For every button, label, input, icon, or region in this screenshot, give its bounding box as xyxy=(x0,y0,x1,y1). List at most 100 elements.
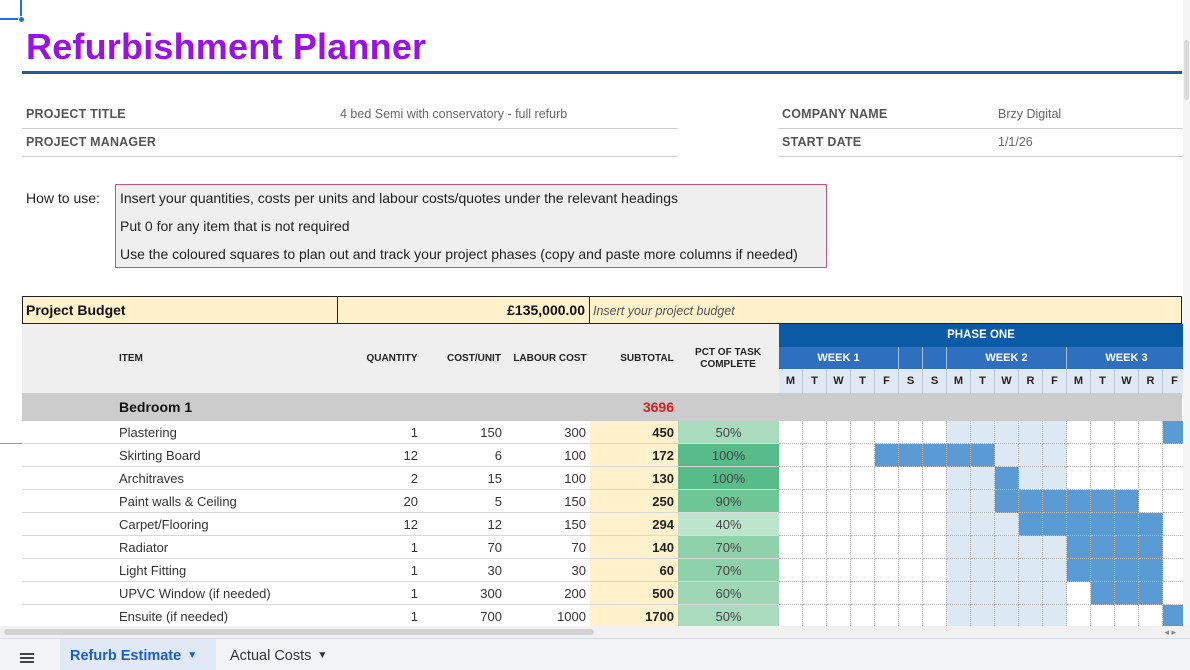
gantt-cell[interactable] xyxy=(851,559,875,582)
gantt-cell[interactable] xyxy=(971,582,995,605)
gantt-cell[interactable] xyxy=(827,582,851,605)
gantt-cell[interactable] xyxy=(1019,444,1043,467)
labour-cost-cell[interactable]: 1000 xyxy=(557,609,586,624)
gantt-cell[interactable] xyxy=(971,444,995,467)
cost-unit-cell[interactable]: 12 xyxy=(487,517,502,532)
gantt-cell[interactable] xyxy=(1115,582,1139,605)
selection-handle[interactable] xyxy=(18,16,25,23)
gantt-cell[interactable] xyxy=(1019,582,1043,605)
gantt-cell[interactable] xyxy=(875,467,899,490)
gantt-cell[interactable] xyxy=(1067,467,1091,490)
chevron-down-icon[interactable]: ▼ xyxy=(317,650,328,662)
gantt-cell[interactable] xyxy=(995,490,1019,513)
pct-complete-cell[interactable]: 50% xyxy=(678,421,779,444)
gantt-cell[interactable] xyxy=(923,582,947,605)
gantt-cell[interactable] xyxy=(1043,559,1067,582)
gantt-cell[interactable] xyxy=(923,467,947,490)
project-title-value[interactable]: 4 bed Semi with conservatory - full refu… xyxy=(340,107,568,121)
gantt-cell[interactable] xyxy=(851,582,875,605)
gantt-cell[interactable] xyxy=(875,490,899,513)
tab-actual-costs[interactable]: Actual Costs ▼ xyxy=(220,639,337,670)
scroll-arrows-icon[interactable]: ◂ ▸ xyxy=(1164,627,1176,637)
gantt-cell[interactable] xyxy=(1043,582,1067,605)
gantt-cell[interactable] xyxy=(875,605,899,628)
pct-complete-cell[interactable]: 50% xyxy=(678,605,779,628)
gantt-cell[interactable] xyxy=(971,559,995,582)
gantt-cell[interactable] xyxy=(1139,559,1163,582)
labour-cost-cell[interactable]: 150 xyxy=(564,494,586,509)
gantt-cell[interactable] xyxy=(995,513,1019,536)
gantt-cell[interactable] xyxy=(899,490,923,513)
pct-complete-cell[interactable]: 70% xyxy=(678,559,779,582)
gantt-cell[interactable] xyxy=(899,605,923,628)
pct-complete-cell[interactable]: 70% xyxy=(678,536,779,559)
gantt-cell[interactable] xyxy=(803,605,827,628)
pct-complete-cell[interactable]: 90% xyxy=(678,490,779,513)
subtotal-cell[interactable]: 1700 xyxy=(590,605,678,628)
gantt-cell[interactable] xyxy=(1067,536,1091,559)
gantt-cell[interactable] xyxy=(1115,536,1139,559)
cost-unit-cell[interactable]: 150 xyxy=(480,425,502,440)
item-cell[interactable]: Ensuite (if needed) xyxy=(119,609,229,624)
pct-complete-cell[interactable]: 100% xyxy=(678,467,779,490)
gantt-cell[interactable] xyxy=(971,536,995,559)
gantt-cell[interactable] xyxy=(947,513,971,536)
gantt-cell[interactable] xyxy=(1091,444,1115,467)
gantt-cell[interactable] xyxy=(1067,513,1091,536)
labour-cost-cell[interactable]: 70 xyxy=(571,540,586,555)
gantt-cell[interactable] xyxy=(851,467,875,490)
gantt-cell[interactable] xyxy=(803,513,827,536)
gantt-cell[interactable] xyxy=(1091,605,1115,628)
gantt-cell[interactable] xyxy=(1115,490,1139,513)
labour-cost-cell[interactable]: 100 xyxy=(564,471,586,486)
tab-refurb-estimate[interactable]: Refurb Estimate ▼ xyxy=(60,639,216,670)
gantt-cell[interactable] xyxy=(1043,467,1067,490)
gantt-cell[interactable] xyxy=(851,444,875,467)
gantt-cell[interactable] xyxy=(971,421,995,444)
gantt-cell[interactable] xyxy=(827,605,851,628)
gantt-cell[interactable] xyxy=(827,467,851,490)
gantt-cell[interactable] xyxy=(1043,490,1067,513)
gantt-cell[interactable] xyxy=(803,490,827,513)
gantt-cell[interactable] xyxy=(1043,605,1067,628)
gantt-cell[interactable] xyxy=(899,467,923,490)
gantt-cell[interactable] xyxy=(875,582,899,605)
gantt-cell[interactable] xyxy=(1091,467,1115,490)
gantt-cell[interactable] xyxy=(995,582,1019,605)
gantt-cell[interactable] xyxy=(803,467,827,490)
labour-cost-cell[interactable]: 150 xyxy=(564,517,586,532)
quantity-cell[interactable]: 1 xyxy=(410,586,418,601)
gantt-cell[interactable] xyxy=(1115,605,1139,628)
gantt-cell[interactable] xyxy=(1019,605,1043,628)
gantt-cell[interactable] xyxy=(1139,582,1163,605)
gantt-cell[interactable] xyxy=(1091,421,1115,444)
gantt-cell[interactable] xyxy=(1139,513,1163,536)
gantt-cell[interactable] xyxy=(851,536,875,559)
item-cell[interactable]: UPVC Window (if needed) xyxy=(119,586,271,601)
gantt-cell[interactable] xyxy=(1139,605,1163,628)
gantt-cell[interactable] xyxy=(1067,490,1091,513)
cost-unit-cell[interactable]: 300 xyxy=(480,586,502,601)
gantt-cell[interactable] xyxy=(779,582,803,605)
gantt-cell[interactable] xyxy=(827,421,851,444)
cost-unit-cell[interactable]: 700 xyxy=(480,609,502,624)
gantt-cell[interactable] xyxy=(1043,421,1067,444)
gantt-cell[interactable] xyxy=(1091,536,1115,559)
gantt-cell[interactable] xyxy=(779,605,803,628)
gantt-cell[interactable] xyxy=(1115,421,1139,444)
gantt-cell[interactable] xyxy=(1043,536,1067,559)
cost-unit-cell[interactable]: 30 xyxy=(487,563,502,578)
gantt-cell[interactable] xyxy=(779,490,803,513)
horizontal-scroll-thumb[interactable] xyxy=(4,629,594,635)
gantt-cell[interactable] xyxy=(827,559,851,582)
subtotal-cell[interactable]: 450 xyxy=(590,421,678,444)
item-cell[interactable]: Architraves xyxy=(119,471,185,486)
gantt-cell[interactable] xyxy=(1139,421,1163,444)
gantt-cell[interactable] xyxy=(899,582,923,605)
gantt-cell[interactable] xyxy=(899,421,923,444)
gantt-cell[interactable] xyxy=(947,605,971,628)
gantt-cell[interactable] xyxy=(779,559,803,582)
quantity-cell[interactable]: 2 xyxy=(410,471,418,486)
item-cell[interactable]: Carpet/Flooring xyxy=(119,517,209,532)
gantt-cell[interactable] xyxy=(1019,421,1043,444)
